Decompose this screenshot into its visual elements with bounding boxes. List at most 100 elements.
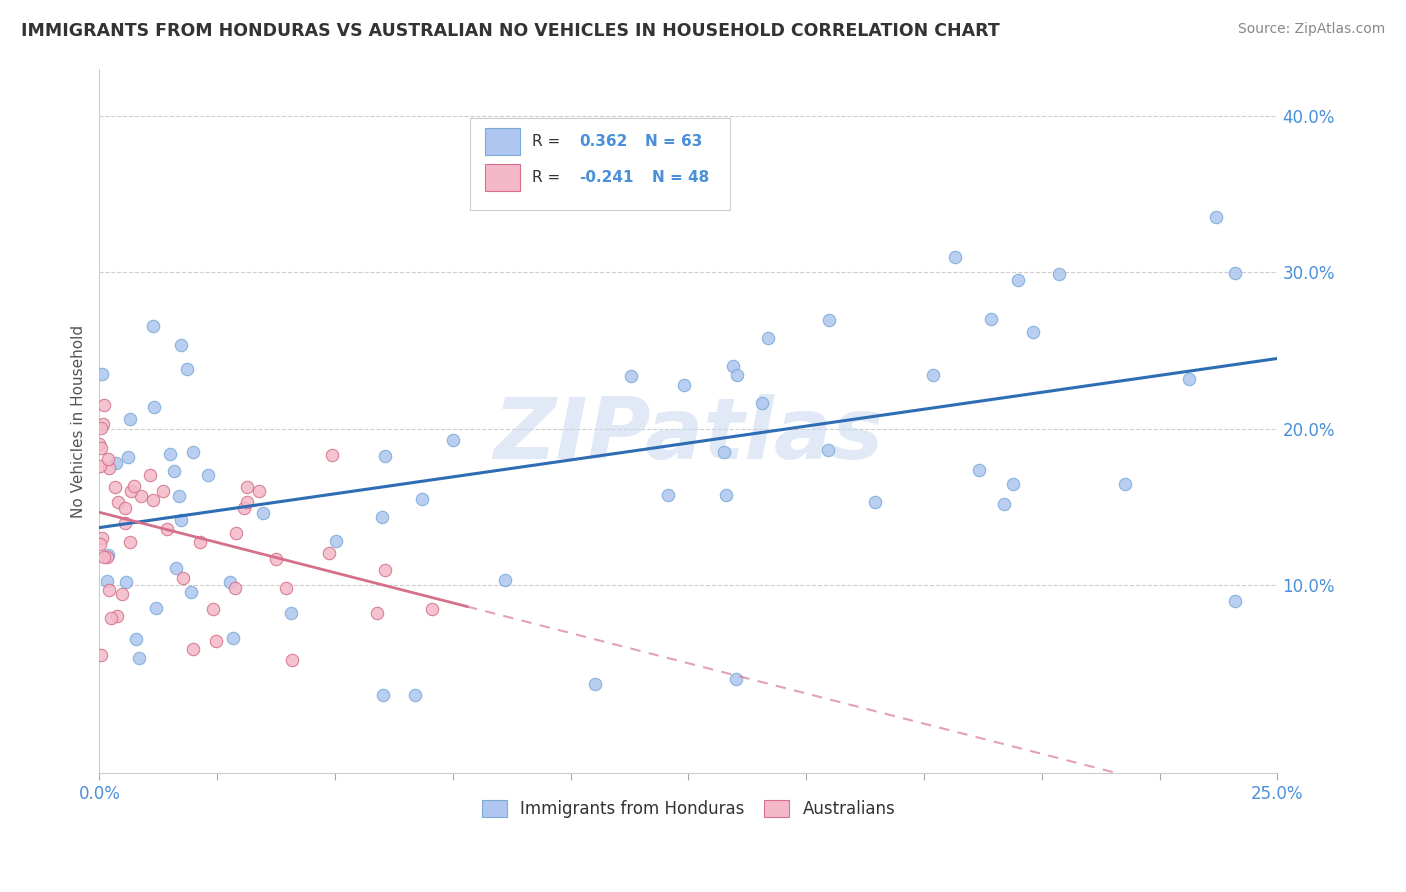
Point — [325, 534, 347, 549]
Point — [366, 606, 388, 620]
Text: 0.362: 0.362 — [579, 134, 627, 149]
Text: Source: ZipAtlas.com: Source: ZipAtlas.com — [1237, 22, 1385, 37]
Point — [114, 501, 136, 516]
Point — [224, 581, 246, 595]
Point — [441, 433, 464, 447]
Text: N = 63: N = 63 — [645, 134, 702, 149]
Point — [181, 641, 204, 656]
Point — [1178, 371, 1201, 385]
Point — [170, 513, 193, 527]
Point — [89, 459, 111, 474]
Point — [252, 506, 274, 520]
Point — [105, 609, 128, 624]
Point — [93, 550, 115, 565]
Point — [128, 651, 150, 665]
Point — [714, 488, 737, 502]
Point — [159, 447, 181, 461]
Point — [90, 441, 112, 455]
Point — [142, 318, 165, 333]
Text: ZIPatlas: ZIPatlas — [494, 393, 883, 476]
Point — [176, 361, 198, 376]
Point — [100, 611, 122, 625]
Point — [863, 494, 886, 508]
Point — [96, 550, 118, 565]
Point — [274, 581, 297, 595]
Point — [89, 537, 111, 551]
Point — [371, 510, 394, 524]
Point — [583, 163, 606, 178]
Point — [280, 606, 302, 620]
FancyBboxPatch shape — [471, 118, 730, 210]
Point — [120, 484, 142, 499]
Point — [111, 587, 134, 601]
Text: R =: R = — [531, 170, 565, 186]
Point — [105, 456, 128, 470]
Point — [1114, 477, 1136, 491]
Point — [1223, 594, 1246, 608]
Point — [374, 449, 396, 463]
Point — [756, 330, 779, 344]
Point — [114, 516, 136, 531]
Point — [494, 574, 516, 588]
Point — [96, 574, 118, 589]
Point — [163, 464, 186, 478]
Point — [374, 563, 396, 577]
Text: R =: R = — [531, 134, 565, 149]
Point — [143, 401, 166, 415]
Point — [818, 313, 841, 327]
Point — [280, 653, 302, 667]
FancyBboxPatch shape — [485, 164, 520, 191]
Point — [713, 445, 735, 459]
Point — [104, 480, 127, 494]
Point — [583, 677, 606, 691]
Point — [91, 531, 114, 545]
Point — [411, 491, 433, 506]
Point — [721, 359, 744, 373]
Point — [156, 523, 179, 537]
Point — [152, 483, 174, 498]
Point — [222, 631, 245, 645]
Point — [97, 582, 120, 597]
Point — [181, 444, 204, 458]
Point — [1022, 325, 1045, 339]
Point — [93, 398, 115, 412]
Point — [232, 500, 254, 515]
Point — [225, 525, 247, 540]
Point — [197, 467, 219, 482]
Point — [91, 367, 114, 381]
Point — [817, 443, 839, 458]
Y-axis label: No Vehicles in Household: No Vehicles in Household — [72, 325, 86, 517]
Point — [620, 368, 643, 383]
Point — [131, 489, 153, 503]
Point — [180, 584, 202, 599]
Point — [371, 688, 394, 702]
Point — [420, 602, 443, 616]
Point — [117, 450, 139, 464]
Point — [218, 574, 240, 589]
Point — [1225, 266, 1247, 280]
Point — [97, 452, 120, 467]
Point — [921, 368, 943, 382]
Point — [202, 602, 225, 616]
Point — [120, 412, 142, 426]
Point — [247, 484, 270, 499]
Point — [751, 396, 773, 410]
Point — [172, 570, 194, 584]
Point — [97, 548, 120, 562]
Point — [118, 534, 141, 549]
Point — [967, 463, 990, 477]
Point — [264, 552, 287, 566]
Point — [115, 574, 138, 589]
Point — [145, 600, 167, 615]
Point — [122, 479, 145, 493]
Point — [97, 461, 120, 475]
Text: -0.241: -0.241 — [579, 170, 633, 186]
Point — [170, 338, 193, 352]
Point — [980, 311, 1002, 326]
Point — [165, 561, 187, 575]
Point — [404, 688, 426, 702]
Point — [142, 492, 165, 507]
Text: N = 48: N = 48 — [652, 170, 709, 186]
Point — [657, 488, 679, 502]
Point — [139, 468, 162, 483]
